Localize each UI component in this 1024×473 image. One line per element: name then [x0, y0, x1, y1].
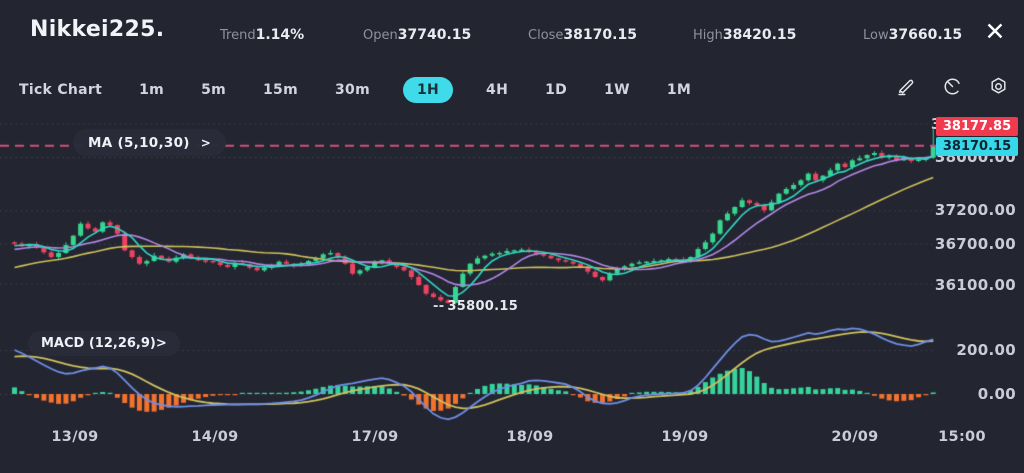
close-button[interactable]: ✕: [978, 14, 1012, 48]
stat-label: Trend: [220, 28, 256, 43]
macd-indicator-pill[interactable]: MACD (12,26,9)>: [28, 331, 180, 356]
time-label-2009: 20/09: [831, 429, 879, 445]
time-label-1500: 15:00: [938, 429, 986, 445]
last-price-badge: 38177.85: [936, 117, 1018, 136]
stat-value: 37660.15: [888, 27, 963, 43]
tab-1w[interactable]: 1W: [604, 82, 630, 98]
price-axis-label-36100: 36100.00: [934, 276, 1016, 294]
close-price-badge: 38170.15: [936, 137, 1018, 156]
stat-close: Close38170.15: [528, 24, 637, 43]
settings-gear-icon: [990, 77, 1006, 94]
timeframe-toolbar: Tick Chart 1m 5m 15m 30m 1H 4H 1D 1W 1M: [0, 68, 1024, 112]
time-label-1409: 14/09: [191, 429, 239, 445]
stat-low: Low37660.15: [863, 24, 962, 43]
price-axis-label-37200: 37200.00: [934, 201, 1016, 219]
tab-5m[interactable]: 5m: [201, 82, 226, 98]
tab-15m[interactable]: 15m: [263, 82, 298, 98]
stat-open: Open37740.15: [363, 24, 471, 43]
time-label-1809: 18/09: [506, 429, 554, 445]
pencil-icon: [897, 79, 913, 95]
tab-4h[interactable]: 4H: [486, 82, 509, 98]
ma-indicator-pill[interactable]: MA (5,10,30) >: [73, 129, 227, 156]
stat-label: High: [693, 28, 723, 43]
tab-1h-selected[interactable]: 1H: [402, 77, 454, 103]
tab-1d[interactable]: 1D: [545, 82, 568, 98]
draw-button[interactable]: [894, 74, 918, 98]
low-price-annotation: -- 35800.15: [433, 299, 518, 314]
stat-value: 37740.15: [397, 27, 472, 43]
stat-label: Low: [863, 28, 889, 43]
annotation-value: 35800.15: [447, 299, 519, 314]
time-label-1709: 17/09: [351, 429, 399, 445]
tab-30m[interactable]: 30m: [334, 82, 370, 98]
stat-value: 38170.15: [563, 27, 637, 43]
ma-indicator-label: MA (5,10,30): [88, 134, 190, 151]
tab-1m-month[interactable]: 1M: [666, 82, 692, 98]
macd-axis-label-200: 200.00: [956, 341, 1016, 359]
stat-trend: Trend1.14%: [220, 24, 304, 43]
chevron-right-icon: >: [200, 135, 212, 150]
stat-value: 1.14%: [255, 27, 305, 43]
time-label-1909: 19/09: [661, 429, 709, 445]
macd-indicator-label: MACD (12,26,9)>: [41, 336, 167, 351]
symbol-title: Nikkei225.: [30, 17, 165, 42]
tab-1m[interactable]: 1m: [139, 82, 165, 98]
tab-tick-chart[interactable]: Tick Chart: [19, 82, 103, 98]
time-label-1309: 13/09: [51, 429, 99, 445]
macd-axis-label-0: 0.00: [977, 385, 1016, 403]
stat-value: 38420.15: [722, 27, 797, 43]
settings-button[interactable]: [986, 74, 1010, 98]
stat-label: Open: [363, 28, 398, 43]
price-axis-label-36700: 36700.00: [934, 235, 1016, 253]
annotation-dash: --: [433, 299, 445, 314]
close-icon: ✕: [984, 16, 1006, 46]
timer-button[interactable]: [940, 74, 964, 98]
stat-high: High38420.15: [693, 24, 796, 43]
header: Nikkei225. Trend1.14% Open37740.15 Close…: [0, 0, 1024, 62]
timer-icon: [943, 77, 961, 95]
stat-label: Close: [528, 28, 564, 43]
